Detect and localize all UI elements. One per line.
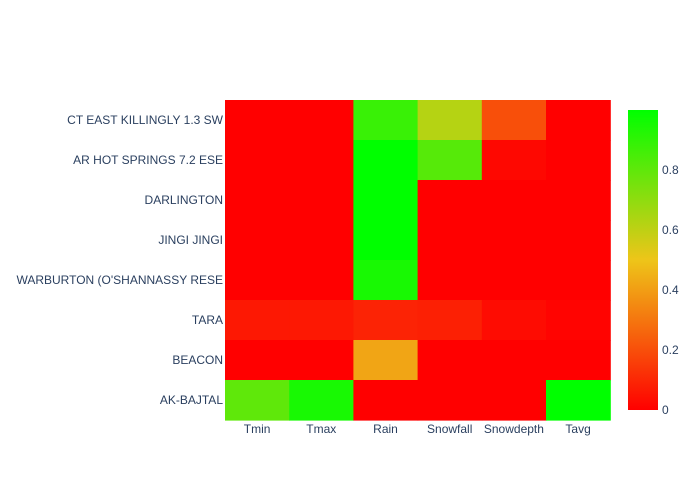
y-tick-label: TARA [192,313,223,327]
heatmap-cell [289,300,354,341]
heatmap-cells [225,100,611,421]
x-tick-label: Tavg [565,422,590,436]
heatmap-cell [289,180,354,221]
y-tick-label: AR HOT SPRINGS 7.2 ESE [73,153,223,167]
heatmap-cell [225,260,290,301]
heatmap-cell [353,180,419,221]
y-tick-label: BEACON [172,353,223,367]
heatmap-cell [225,300,290,341]
heatmap-cell [546,100,611,141]
x-axis-tick-labels: Tmin Tmax Rain Snowfall Snowdepth Tavg [244,422,591,436]
heatmap-cell [353,100,419,141]
heatmap-cell [417,380,483,421]
heatmap-cell [481,180,547,221]
colorbar: 0 0.2 0.4 0.6 0.8 [628,110,679,417]
x-tick-label: Snowdepth [484,422,544,436]
heatmap-cell [353,220,419,261]
heatmap-cell [353,380,419,421]
heatmap-cell [481,100,547,141]
heatmap-cell [546,380,611,421]
heatmap-cell [289,220,354,261]
heatmap-cell [481,340,547,381]
colorbar-gradient [628,110,658,410]
heatmap-cell [546,260,611,301]
heatmap-cell [353,260,419,301]
heatmap-cell [481,380,547,421]
heatmap-cell [417,220,483,261]
heatmap-cell [417,340,483,381]
colorbar-tick-label: 0.8 [662,163,679,177]
heatmap-cell [546,300,611,341]
heatmap-cell [225,140,290,181]
heatmap-cell [481,260,547,301]
y-tick-label: DARLINGTON [145,193,223,207]
heatmap-cell [225,100,290,141]
heatmap-cell [289,140,354,181]
heatmap-cell [353,340,419,381]
colorbar-tick-label: 0 [662,403,669,417]
colorbar-tick-label: 0.2 [662,343,679,357]
x-tick-label: Tmin [244,422,271,436]
heatmap-cell [546,180,611,221]
heatmap-cell [481,220,547,261]
heatmap-cell [289,340,354,381]
colorbar-tick-labels: 0 0.2 0.4 0.6 0.8 [662,163,679,417]
heatmap-cell [353,300,419,341]
heatmap-cell [225,180,290,221]
heatmap-cell [225,340,290,381]
x-tick-label: Tmax [306,422,336,436]
x-tick-label: Rain [373,422,398,436]
colorbar-tick-label: 0.6 [662,223,679,237]
heatmap-cell [225,220,290,261]
heatmap-cell [417,300,483,341]
y-tick-label: AK-BAJTAL [160,393,223,407]
heatmap-cell [417,180,483,221]
heatmap-cell [481,140,547,181]
heatmap-cell [353,140,419,181]
heatmap-cell [289,380,354,421]
heatmap-cell [546,220,611,261]
heatmap-cell [546,340,611,381]
heatmap-cell [289,260,354,301]
heatmap-cell [417,260,483,301]
heatmap-cell [417,140,483,181]
colorbar-tick-label: 0.4 [662,283,679,297]
heatmap-cell [546,140,611,181]
heatmap-cell [289,100,354,141]
y-tick-label: WARBURTON (O'SHANNASSY RESE [16,273,223,287]
y-axis-tick-labels: CT EAST KILLINGLY 1.3 SW AR HOT SPRINGS 7… [16,113,223,407]
y-tick-label: CT EAST KILLINGLY 1.3 SW [67,113,224,127]
heatmap-cell [225,380,290,421]
y-tick-label: JINGI JINGI [158,233,223,247]
heatmap-cell [481,300,547,341]
x-tick-label: Snowfall [427,422,472,436]
heatmap-cell [417,100,483,141]
